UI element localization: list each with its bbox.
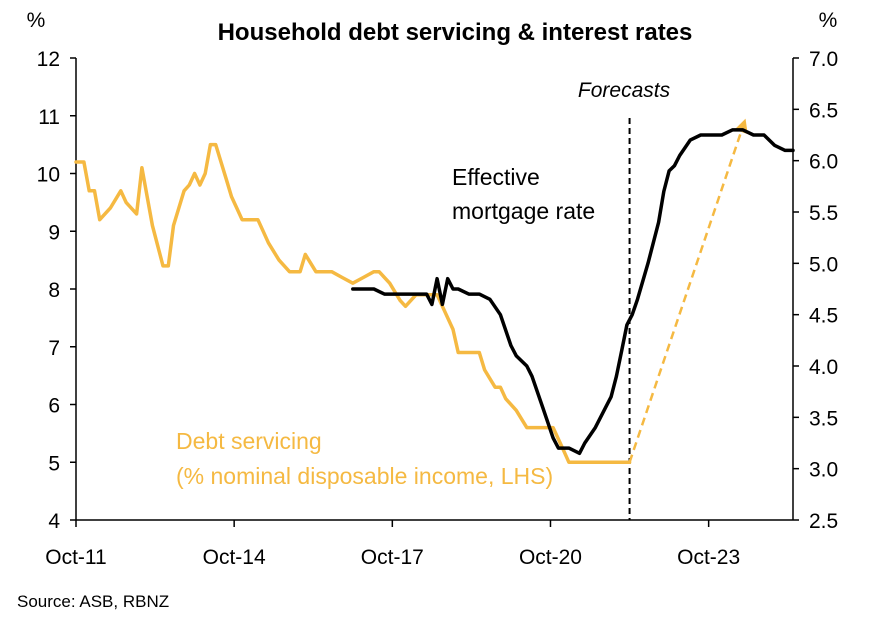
debt-servicing-line [74,142,632,465]
mortgage-rate-label-line-2: mortgage rate [452,198,595,224]
left-axis-ticks: 4 5 6 7 8 9 10 11 12 [37,48,76,533]
x-tick-label: Oct-17 [361,546,424,569]
x-tick-label: Oct-20 [519,546,582,569]
left-tick-label: 7 [48,337,60,360]
left-tick-label: 10 [37,164,60,187]
right-axis-unit: % [819,9,838,32]
right-tick-label: 2.5 [809,510,838,533]
right-tick-label: 3.0 [809,459,838,482]
left-tick-label: 12 [37,48,60,71]
left-axis-unit: % [27,9,46,32]
left-tick-label: 8 [48,279,60,302]
source-note: Source: ASB, RBNZ [17,592,169,611]
debt-servicing-label-line-1: Debt servicing [176,428,322,454]
left-tick-label: 6 [48,395,60,418]
x-tick-label: Oct-23 [677,546,740,569]
debt-servicing-label-line-2: (% nominal disposable income, LHS) [176,463,553,489]
x-axis-ticks: Oct-11 Oct-14 Oct-17 Oct-20 Oct-23 [45,520,740,569]
right-tick-label: 6.0 [809,151,838,174]
right-tick-label: 3.5 [809,407,838,430]
right-tick-label: 5.0 [809,253,838,276]
left-tick-label: 4 [48,510,60,533]
left-tick-label: 9 [48,221,60,244]
trend-arrow [628,131,743,463]
chart-title: Household debt servicing & interest rate… [218,19,693,46]
right-tick-label: 7.0 [809,48,838,71]
mortgage-rate-label-line-1: Effective [452,164,540,190]
right-axis-ticks: 2.5 3.0 3.5 4.0 4.5 5.0 5.5 6.0 6.5 7.0 [793,48,838,533]
right-tick-label: 5.5 [809,202,838,225]
forecast-label: Forecasts [578,79,671,102]
right-tick-label: 4.5 [809,305,838,328]
left-tick-label: 5 [48,452,60,475]
left-tick-label: 11 [38,106,60,129]
x-tick-label: Oct-14 [203,546,266,569]
effective-mortgage-rate-line [351,128,795,456]
right-tick-label: 4.0 [809,356,838,379]
right-tick-label: 6.5 [809,99,838,122]
x-tick-label: Oct-11 [45,546,106,569]
